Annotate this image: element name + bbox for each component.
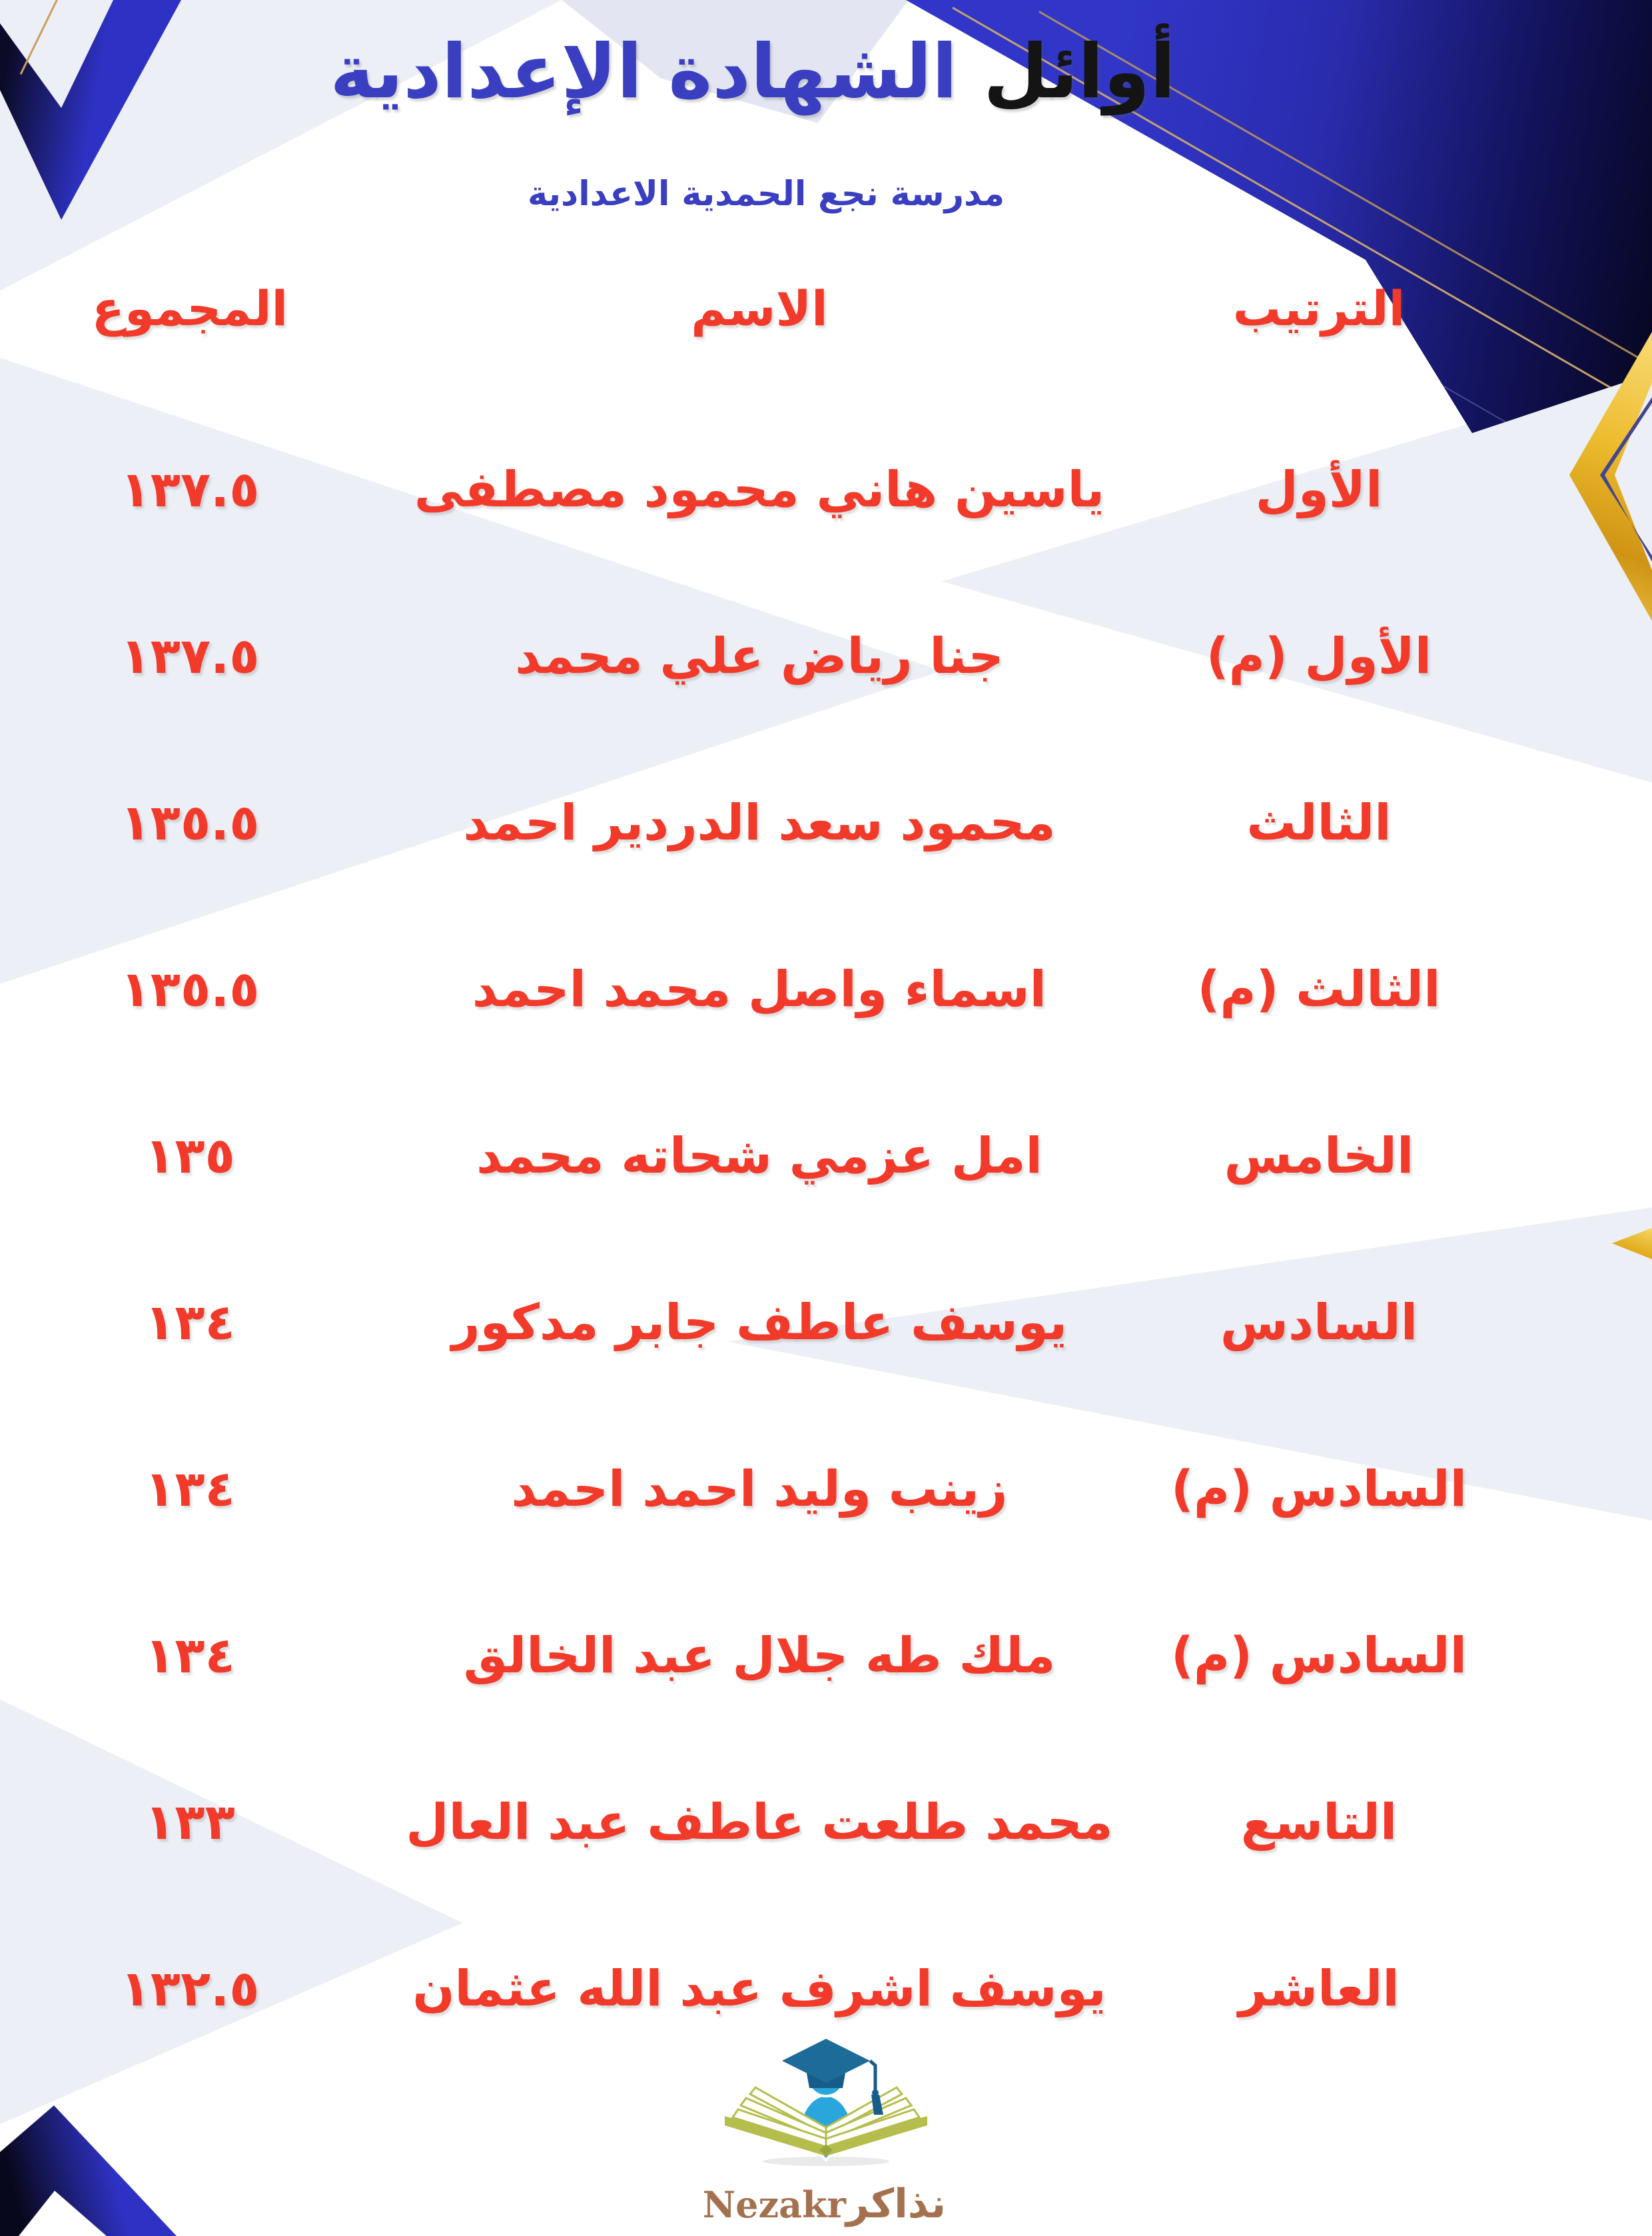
total-score-cell: ١٣٥.٥ [120,961,260,1018]
table-row: السادس (م) زينب وليد احمد احمد ١٣٤ [0,1451,1652,1528]
school-name: مدرسة نجع الحمدية الاعدادية [527,175,1005,214]
rank-cell: العاشر [1238,1960,1400,2017]
table-row: الثالث (م) اسماء واصل محمد احمد ١٣٥.٥ [0,951,1652,1028]
table-row: الخامس امل عزمي شحاته محمد ١٣٥ [0,1118,1652,1195]
table-row: الأول (م) جنا رياض علي محمد ١٣٧.٥ [0,618,1652,695]
rank-cell: الثالث (م) [1197,961,1441,1018]
table-row: التاسع محمد طلعت عاطف عبد العال ١٣٣ [0,1784,1652,1861]
graduation-book-icon [725,2039,927,2166]
table-row: الثالث محمود سعد الدردير احمد ١٣٥.٥ [0,785,1652,861]
total-score-cell: ١٣٢.٥ [120,1960,260,2017]
table-header-row: الترتيب الاسم المجموع [0,272,1652,348]
page-title: أوائل الشهادة الإعدادية [0,19,1505,125]
column-header-rank: الترتيب [1232,280,1406,336]
rank-cell: الخامس [1224,1127,1414,1185]
total-score-cell: ١٣٤ [145,1627,235,1684]
student-name-cell: زينب وليد احمد احمد [511,1460,1008,1518]
rank-cell: الأول [1255,461,1383,518]
rank-cell: السادس [1220,1294,1418,1351]
rank-cell: السادس (م) [1171,1627,1467,1684]
student-name-cell: يوسف عاطف جابر مدكور [451,1294,1068,1351]
table-row: السادس يوسف عاطف جابر مدكور ١٣٤ [0,1285,1652,1361]
column-header-total: المجموع [91,280,288,336]
logo-text-arabic: نذاكر [846,2181,946,2227]
total-score-cell: ١٣٤ [145,1460,235,1518]
page-title-rest: الشهادة الإعدادية [330,29,958,115]
student-name-cell: يوسف اشرف عبد الله عثمان [412,1960,1106,2017]
nezakr-logo: نذاكرNezakr [702,2031,946,2236]
student-name-cell: ياسين هاني محمود مصطفى [414,461,1105,518]
table-row: السادس (م) ملك طه جلال عبد الخالق ١٣٤ [0,1618,1652,1694]
logo-text-latin: Nezakr [702,2183,847,2226]
logo-text: نذاكرNezakr [702,2181,946,2227]
rank-cell: التاسع [1240,1794,1398,1851]
total-score-cell: ١٣٤ [145,1294,235,1351]
total-score-cell: ١٣٧.٥ [120,628,260,685]
student-name-cell: اسماء واصل محمد احمد [472,961,1047,1018]
student-name-cell: جنا رياض علي محمد [515,628,1004,685]
page-title-word: أوائل [983,29,1176,115]
student-name-cell: امل عزمي شحاته محمد [476,1127,1042,1185]
table-row: العاشر يوسف اشرف عبد الله عثمان ١٣٢.٥ [0,1951,1652,2027]
column-header-name: الاسم [691,280,828,336]
total-score-cell: ١٣٥ [145,1127,235,1185]
total-score-cell: ١٣٧.٥ [120,461,260,518]
bottom-left-chevron-decoration [0,2105,177,2236]
student-name-cell: محمود سعد الدردير احمد [463,794,1056,851]
total-score-cell: ١٣٣ [145,1794,235,1851]
total-score-cell: ١٣٥.٥ [120,794,260,851]
table-row: الأول ياسين هاني محمود مصطفى ١٣٧.٥ [0,452,1652,528]
student-name-cell: ملك طه جلال عبد الخالق [463,1627,1056,1684]
rank-cell: الثالث [1246,794,1392,851]
rank-cell: السادس (م) [1171,1460,1467,1518]
student-name-cell: محمد طلعت عاطف عبد العال [406,1794,1113,1851]
rank-cell: الأول (م) [1206,628,1432,685]
